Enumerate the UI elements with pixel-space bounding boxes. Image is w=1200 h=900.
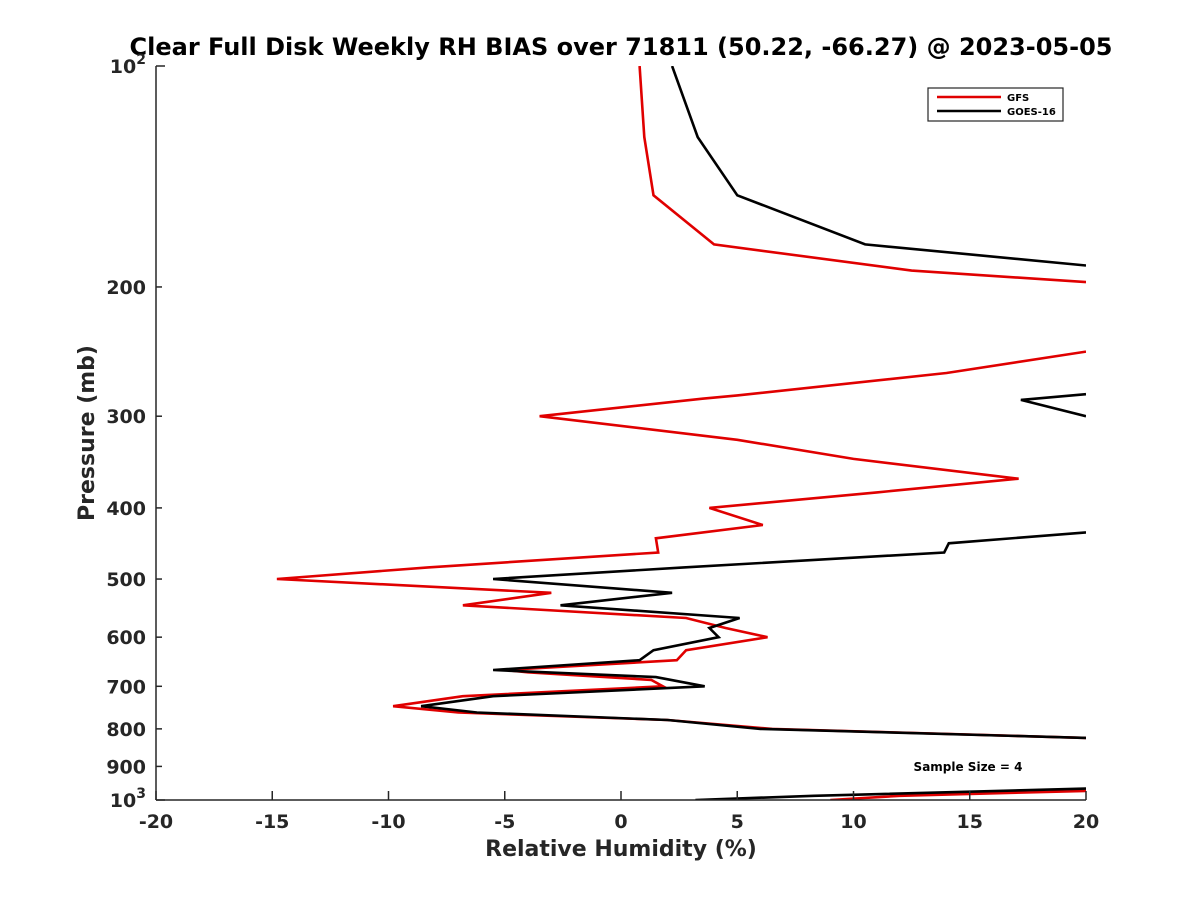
chart-title: Clear Full Disk Weekly RH BIAS over 7181… bbox=[130, 33, 1113, 61]
legend: GFS GOES-16 bbox=[927, 87, 1064, 122]
y-tick-label: 500 bbox=[106, 569, 146, 591]
x-tick-label: -15 bbox=[255, 811, 289, 833]
y-axis-label: Pressure (mb) bbox=[75, 345, 100, 521]
y-tick-label: 400 bbox=[106, 498, 146, 520]
x-tick-label: -10 bbox=[371, 811, 405, 833]
series-gfs-line bbox=[638, 66, 1086, 284]
x-tick-label: 5 bbox=[731, 811, 744, 833]
x-tick-label: -20 bbox=[139, 811, 173, 833]
y-tick-label: 900 bbox=[106, 756, 146, 778]
y-tick-label: 103 bbox=[110, 786, 146, 812]
y-tick-label: 102 bbox=[110, 52, 146, 78]
y-tick-label: 800 bbox=[106, 719, 146, 741]
sample-size-annotation: Sample Size = 4 bbox=[914, 760, 1023, 774]
x-axis-label: Relative Humidity (%) bbox=[485, 837, 757, 862]
series-gfs-line bbox=[276, 350, 1086, 740]
x-tick-label: 0 bbox=[614, 811, 627, 833]
series-goes-16-line bbox=[420, 531, 1086, 740]
legend-box bbox=[927, 87, 1064, 122]
x-tick-label: 10 bbox=[840, 811, 866, 833]
y-tick-label: 200 bbox=[106, 277, 146, 299]
y-tick-label: 700 bbox=[106, 676, 146, 698]
x-tick-label: -5 bbox=[494, 811, 515, 833]
series-goes-16-line bbox=[670, 66, 1086, 267]
legend-label: GOES-16 bbox=[1007, 107, 1056, 118]
y-tick-label: 600 bbox=[106, 627, 146, 649]
x-tick-label: 15 bbox=[957, 811, 983, 833]
y-tick-label: 300 bbox=[106, 406, 146, 428]
x-tick-label: 20 bbox=[1073, 811, 1099, 833]
legend-label: GFS bbox=[1007, 93, 1029, 104]
series-goes-16-line bbox=[695, 787, 1086, 800]
series-goes-16-line bbox=[1020, 392, 1086, 418]
